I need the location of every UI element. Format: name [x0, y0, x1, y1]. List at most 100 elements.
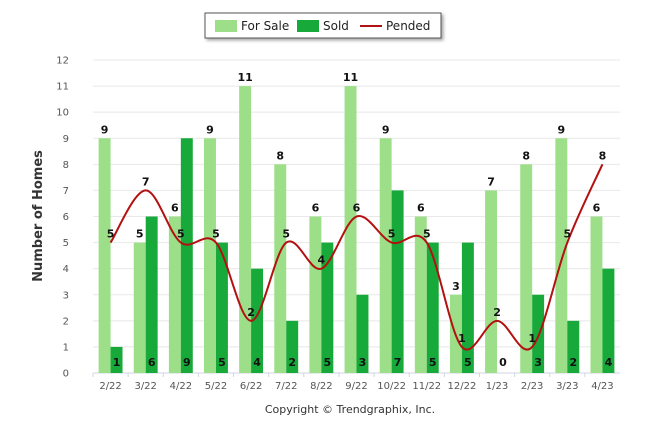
- y-tick-label: 10: [56, 108, 69, 119]
- data-label-for-sale: 6: [417, 202, 425, 215]
- x-tick-label: 11/22: [412, 381, 441, 392]
- x-tick-label: 4/23: [591, 381, 613, 392]
- pended-line-layer: [109, 163, 604, 351]
- y-tick-label: 1: [63, 342, 69, 353]
- data-label-sold: 4: [253, 356, 261, 369]
- data-label-pended: 2: [247, 306, 255, 319]
- data-label-for-sale: 9: [382, 123, 390, 136]
- data-label-sold: 2: [569, 356, 577, 369]
- data-label-for-sale: 8: [276, 149, 284, 162]
- bar-for-sale: [98, 138, 111, 373]
- bar-for-sale: [239, 86, 252, 373]
- y-tick-label: 2: [63, 316, 69, 327]
- x-tick-label: 7/22: [275, 381, 297, 392]
- x-tick-label: 4/22: [170, 381, 192, 392]
- bar-for-sale: [520, 164, 533, 373]
- data-label-sold: 9: [183, 356, 191, 369]
- data-label-for-sale: 6: [312, 202, 320, 215]
- bar-sold: [532, 294, 545, 373]
- x-tick-label: 9/22: [345, 381, 367, 392]
- x-tick-label: 6/22: [240, 381, 262, 392]
- data-label-pended: 8: [599, 149, 607, 162]
- data-label-sold: 5: [464, 356, 472, 369]
- data-label-pended: 1: [458, 332, 466, 345]
- data-label-for-sale: 8: [522, 149, 530, 162]
- data-label-pended: 5: [212, 228, 220, 241]
- data-labels: 9 1 5 5 6 7 6 9 5 9 5 5 11 4 2 8 2 5 6 5 4 11 3 6 9 7 5 6 5 5 3 5 1 7 0 2 8 3…: [101, 71, 613, 369]
- bar-for-sale: [133, 242, 146, 373]
- bar-sold: [567, 320, 580, 373]
- data-label-pended: 7: [142, 175, 150, 188]
- bar-sold: [461, 242, 474, 373]
- x-tick-label: 2/22: [99, 381, 121, 392]
- y-tick-label: 9: [63, 134, 69, 145]
- bar-sold: [110, 346, 123, 373]
- x-tick-label: 12/22: [447, 381, 476, 392]
- bar-sold: [602, 268, 615, 373]
- y-tick-label: 0: [63, 369, 69, 380]
- data-label-sold: 4: [605, 356, 613, 369]
- bars: [98, 86, 615, 373]
- series-line-pended: [109, 163, 604, 351]
- bar-sold: [251, 268, 264, 373]
- x-tick-label: 5/22: [205, 381, 227, 392]
- data-label-for-sale: 5: [136, 228, 144, 241]
- data-label-for-sale: 9: [206, 123, 214, 136]
- data-label-sold: 1: [113, 356, 121, 369]
- bar-for-sale: [379, 138, 392, 373]
- data-label-for-sale: 9: [557, 123, 565, 136]
- data-label-for-sale: 11: [343, 71, 358, 84]
- y-tick-label: 4: [63, 264, 69, 275]
- data-label-pended: 5: [282, 228, 290, 241]
- data-label-pended: 2: [493, 306, 501, 319]
- bar-for-sale: [414, 216, 427, 373]
- data-label-pended: 4: [318, 254, 326, 267]
- bar-sold: [426, 242, 439, 373]
- bar-for-sale: [485, 190, 498, 373]
- data-label-for-sale: 3: [452, 280, 460, 293]
- legend-label-pended: Pended: [386, 19, 430, 33]
- data-label-sold: 5: [218, 356, 226, 369]
- y-tick-label: 12: [56, 56, 69, 67]
- data-label-pended: 5: [107, 228, 115, 241]
- y-tick-label: 5: [63, 238, 69, 249]
- data-label-sold: 5: [324, 356, 332, 369]
- bar-sold: [215, 242, 228, 373]
- bar-sold: [145, 216, 158, 373]
- y-tick-label: 11: [56, 82, 69, 93]
- y-axis-title: Number of Homes: [31, 150, 46, 282]
- bar-for-sale: [309, 216, 322, 373]
- data-label-sold: 3: [534, 356, 542, 369]
- x-tick-label: 3/23: [556, 381, 578, 392]
- x-tick-label: 10/22: [377, 381, 406, 392]
- data-label-sold: 5: [429, 356, 437, 369]
- bar-for-sale: [590, 216, 603, 373]
- legend: For Sale Sold Pended: [204, 12, 442, 39]
- data-label-pended: 5: [423, 228, 431, 241]
- legend-swatch-for-sale: [215, 20, 237, 32]
- data-label-pended: 5: [388, 228, 396, 241]
- data-label-for-sale: 11: [237, 71, 252, 84]
- legend-label-for-sale: For Sale: [241, 19, 289, 33]
- data-label-for-sale: 6: [171, 202, 179, 215]
- legend-label-sold: Sold: [323, 19, 349, 33]
- data-label-pended: 6: [353, 202, 361, 215]
- bar-for-sale: [555, 138, 568, 373]
- data-label-pended: 1: [528, 332, 536, 345]
- bar-for-sale: [204, 138, 216, 373]
- y-tick-label: 7: [63, 186, 69, 197]
- data-label-pended: 5: [177, 228, 185, 241]
- data-label-sold: 6: [148, 356, 156, 369]
- copyright-footer: Copyright © Trendgraphix, Inc.: [265, 403, 435, 416]
- data-label-sold: 0: [499, 356, 507, 369]
- y-tick-label: 3: [63, 290, 69, 301]
- x-tick-label: 3/22: [134, 381, 156, 392]
- bar-for-sale: [344, 86, 357, 373]
- x-tick-label: 1/23: [486, 381, 508, 392]
- y-tick-label: 8: [63, 160, 69, 171]
- y-tick-label: 6: [63, 212, 69, 223]
- bar-for-sale: [168, 216, 181, 373]
- bar-sold: [321, 242, 334, 373]
